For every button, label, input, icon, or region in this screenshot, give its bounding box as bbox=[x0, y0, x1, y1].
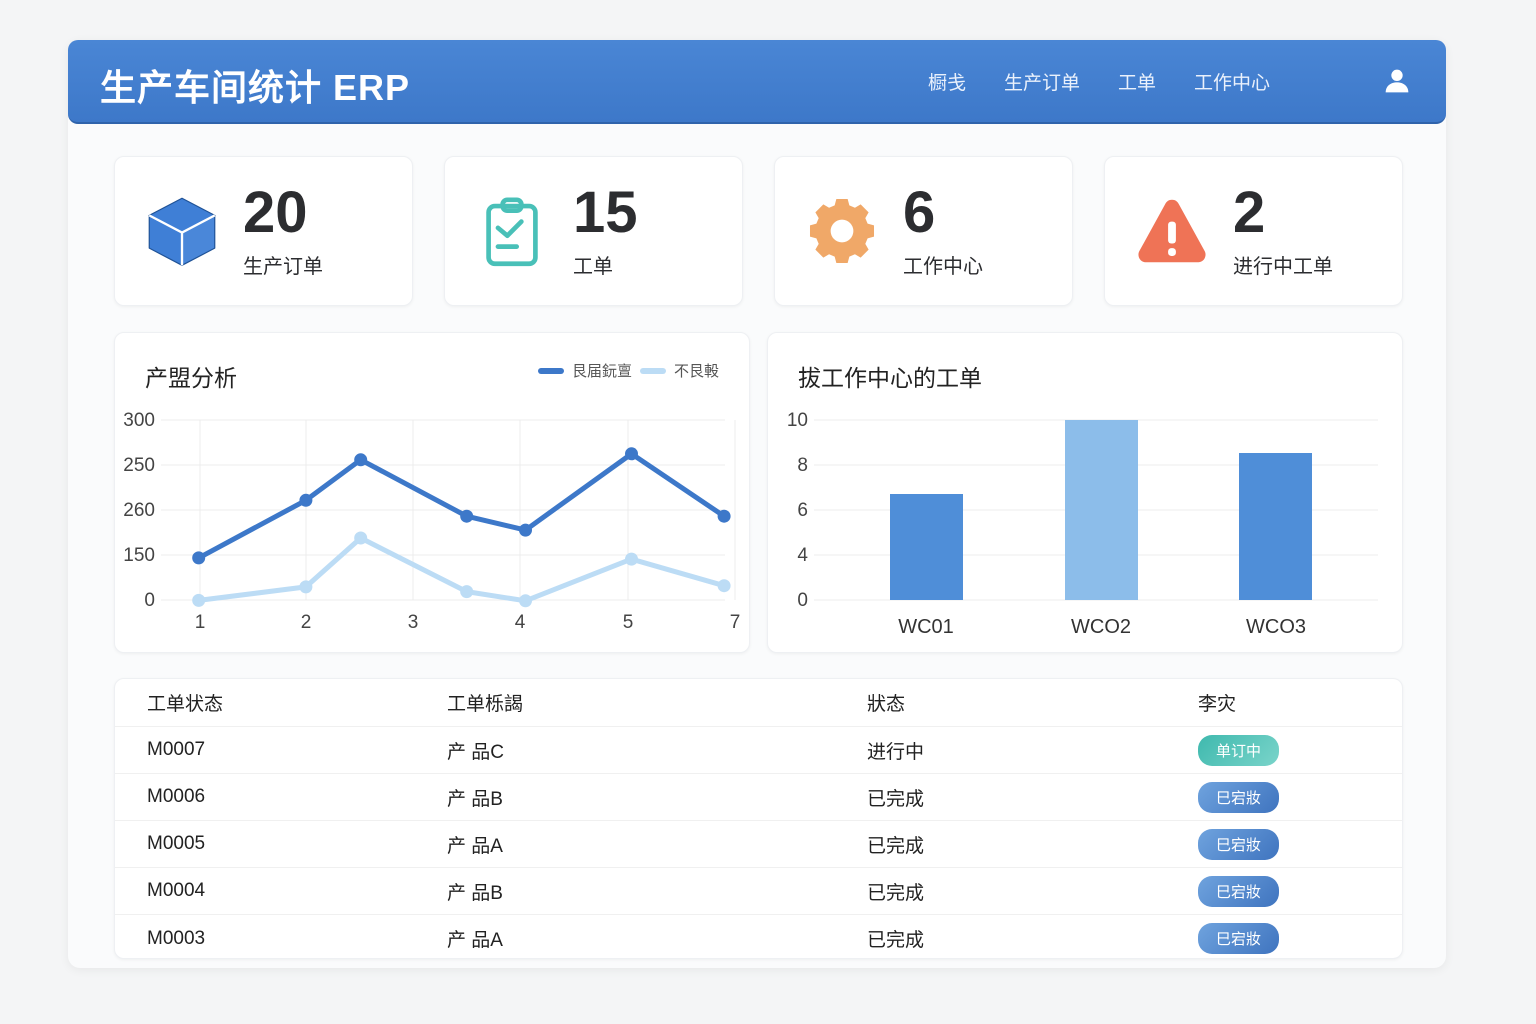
svg-text:4: 4 bbox=[797, 545, 808, 566]
svg-text:8: 8 bbox=[797, 455, 808, 476]
svg-text:260: 260 bbox=[123, 500, 155, 521]
svg-text:3: 3 bbox=[408, 612, 419, 633]
svg-text:7: 7 bbox=[730, 612, 741, 633]
svg-text:300: 300 bbox=[123, 410, 155, 431]
svg-text:250: 250 bbox=[123, 455, 155, 476]
svg-text:WCO3: WCO3 bbox=[1246, 616, 1306, 638]
svg-text:10: 10 bbox=[787, 410, 808, 431]
svg-text:2: 2 bbox=[301, 612, 312, 633]
svg-text:4: 4 bbox=[515, 612, 526, 633]
svg-text:5: 5 bbox=[623, 612, 634, 633]
svg-text:150: 150 bbox=[123, 545, 155, 566]
svg-text:1: 1 bbox=[195, 612, 206, 633]
svg-text:6: 6 bbox=[797, 500, 808, 521]
svg-text:WCO2: WCO2 bbox=[1071, 616, 1131, 638]
svg-text:0: 0 bbox=[144, 590, 155, 611]
svg-text:WC01: WC01 bbox=[898, 616, 954, 638]
svg-text:0: 0 bbox=[797, 590, 808, 611]
